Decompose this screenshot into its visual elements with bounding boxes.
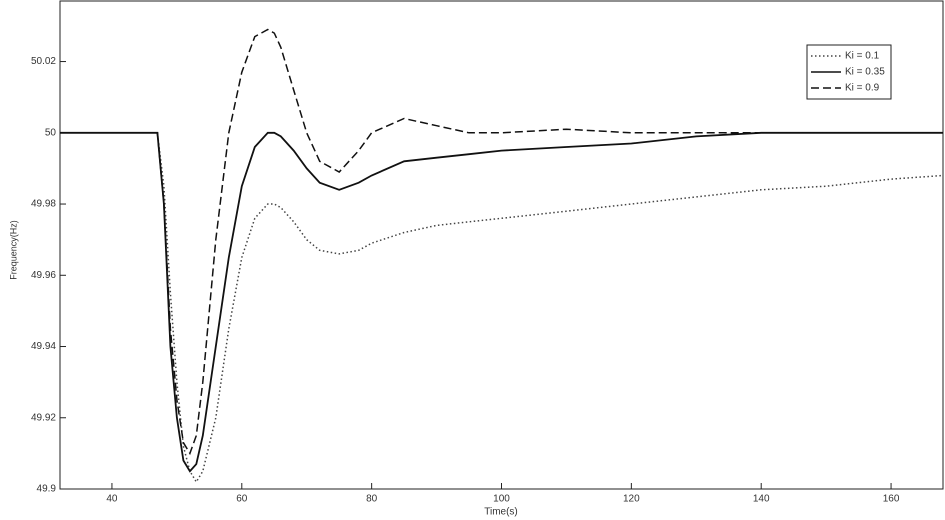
y-tick-label: 49.9 [37, 484, 57, 495]
series-line [60, 28, 943, 456]
series-line [60, 132, 944, 484]
legend-label: Ki = 0.9 [845, 83, 880, 94]
series-line [60, 131, 943, 473]
x-tick-label: 60 [236, 494, 248, 505]
y-tick-label: 49.96 [31, 270, 56, 281]
x-tick-label: 100 [493, 494, 510, 505]
y-tick-label: 50 [45, 127, 57, 138]
legend-label: Ki = 0.1 [845, 51, 880, 62]
y-axis-label: Frequency(Hz) [8, 220, 18, 280]
x-tick-label: 120 [623, 494, 640, 505]
x-axis-label: Time(s) [484, 507, 518, 518]
x-tick-label: 80 [366, 494, 378, 505]
y-tick-label: 49.92 [31, 412, 56, 423]
y-tick-label: 49.94 [31, 341, 56, 352]
y-tick-label: 49.98 [31, 199, 56, 210]
x-tick-label: 160 [883, 494, 900, 505]
x-tick-label: 140 [753, 494, 770, 505]
legend-label: Ki = 0.35 [845, 67, 885, 78]
x-tick-label: 40 [106, 494, 118, 505]
y-tick-label: 50.02 [31, 56, 56, 67]
